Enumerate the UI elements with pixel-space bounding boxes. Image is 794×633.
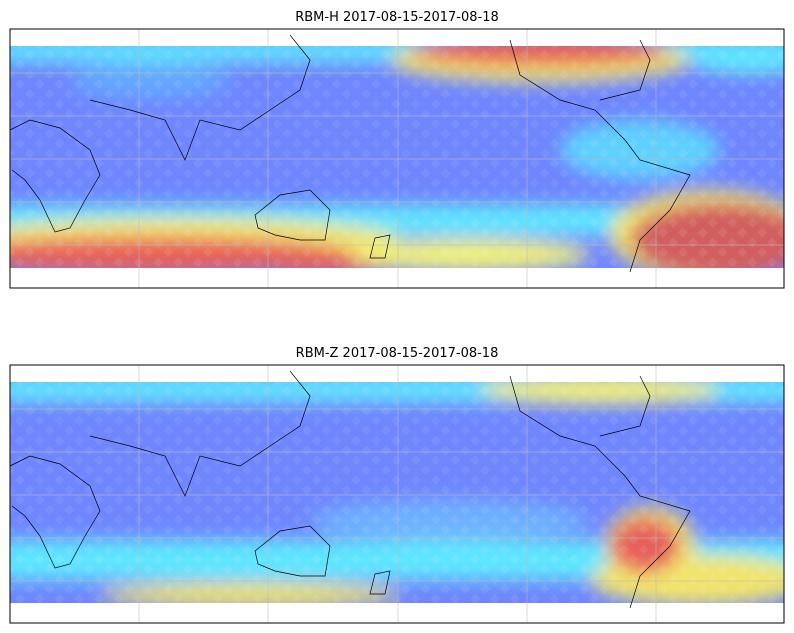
map-panel: RBM-H 2017-08-15-2017-08-18 <box>9 10 785 289</box>
map-panel: RBM-Z 2017-08-15-2017-08-18 <box>9 346 785 624</box>
panel-frame <box>9 28 785 289</box>
coastlines <box>9 370 691 609</box>
coastlines <box>9 34 691 273</box>
heatmap <box>10 382 784 603</box>
graticule <box>10 365 784 623</box>
panel-frame <box>9 364 785 624</box>
panel-title: RBM-H 2017-08-15-2017-08-18 <box>295 10 499 25</box>
panel-title: RBM-Z 2017-08-15-2017-08-18 <box>296 346 499 361</box>
graticule <box>10 29 784 288</box>
